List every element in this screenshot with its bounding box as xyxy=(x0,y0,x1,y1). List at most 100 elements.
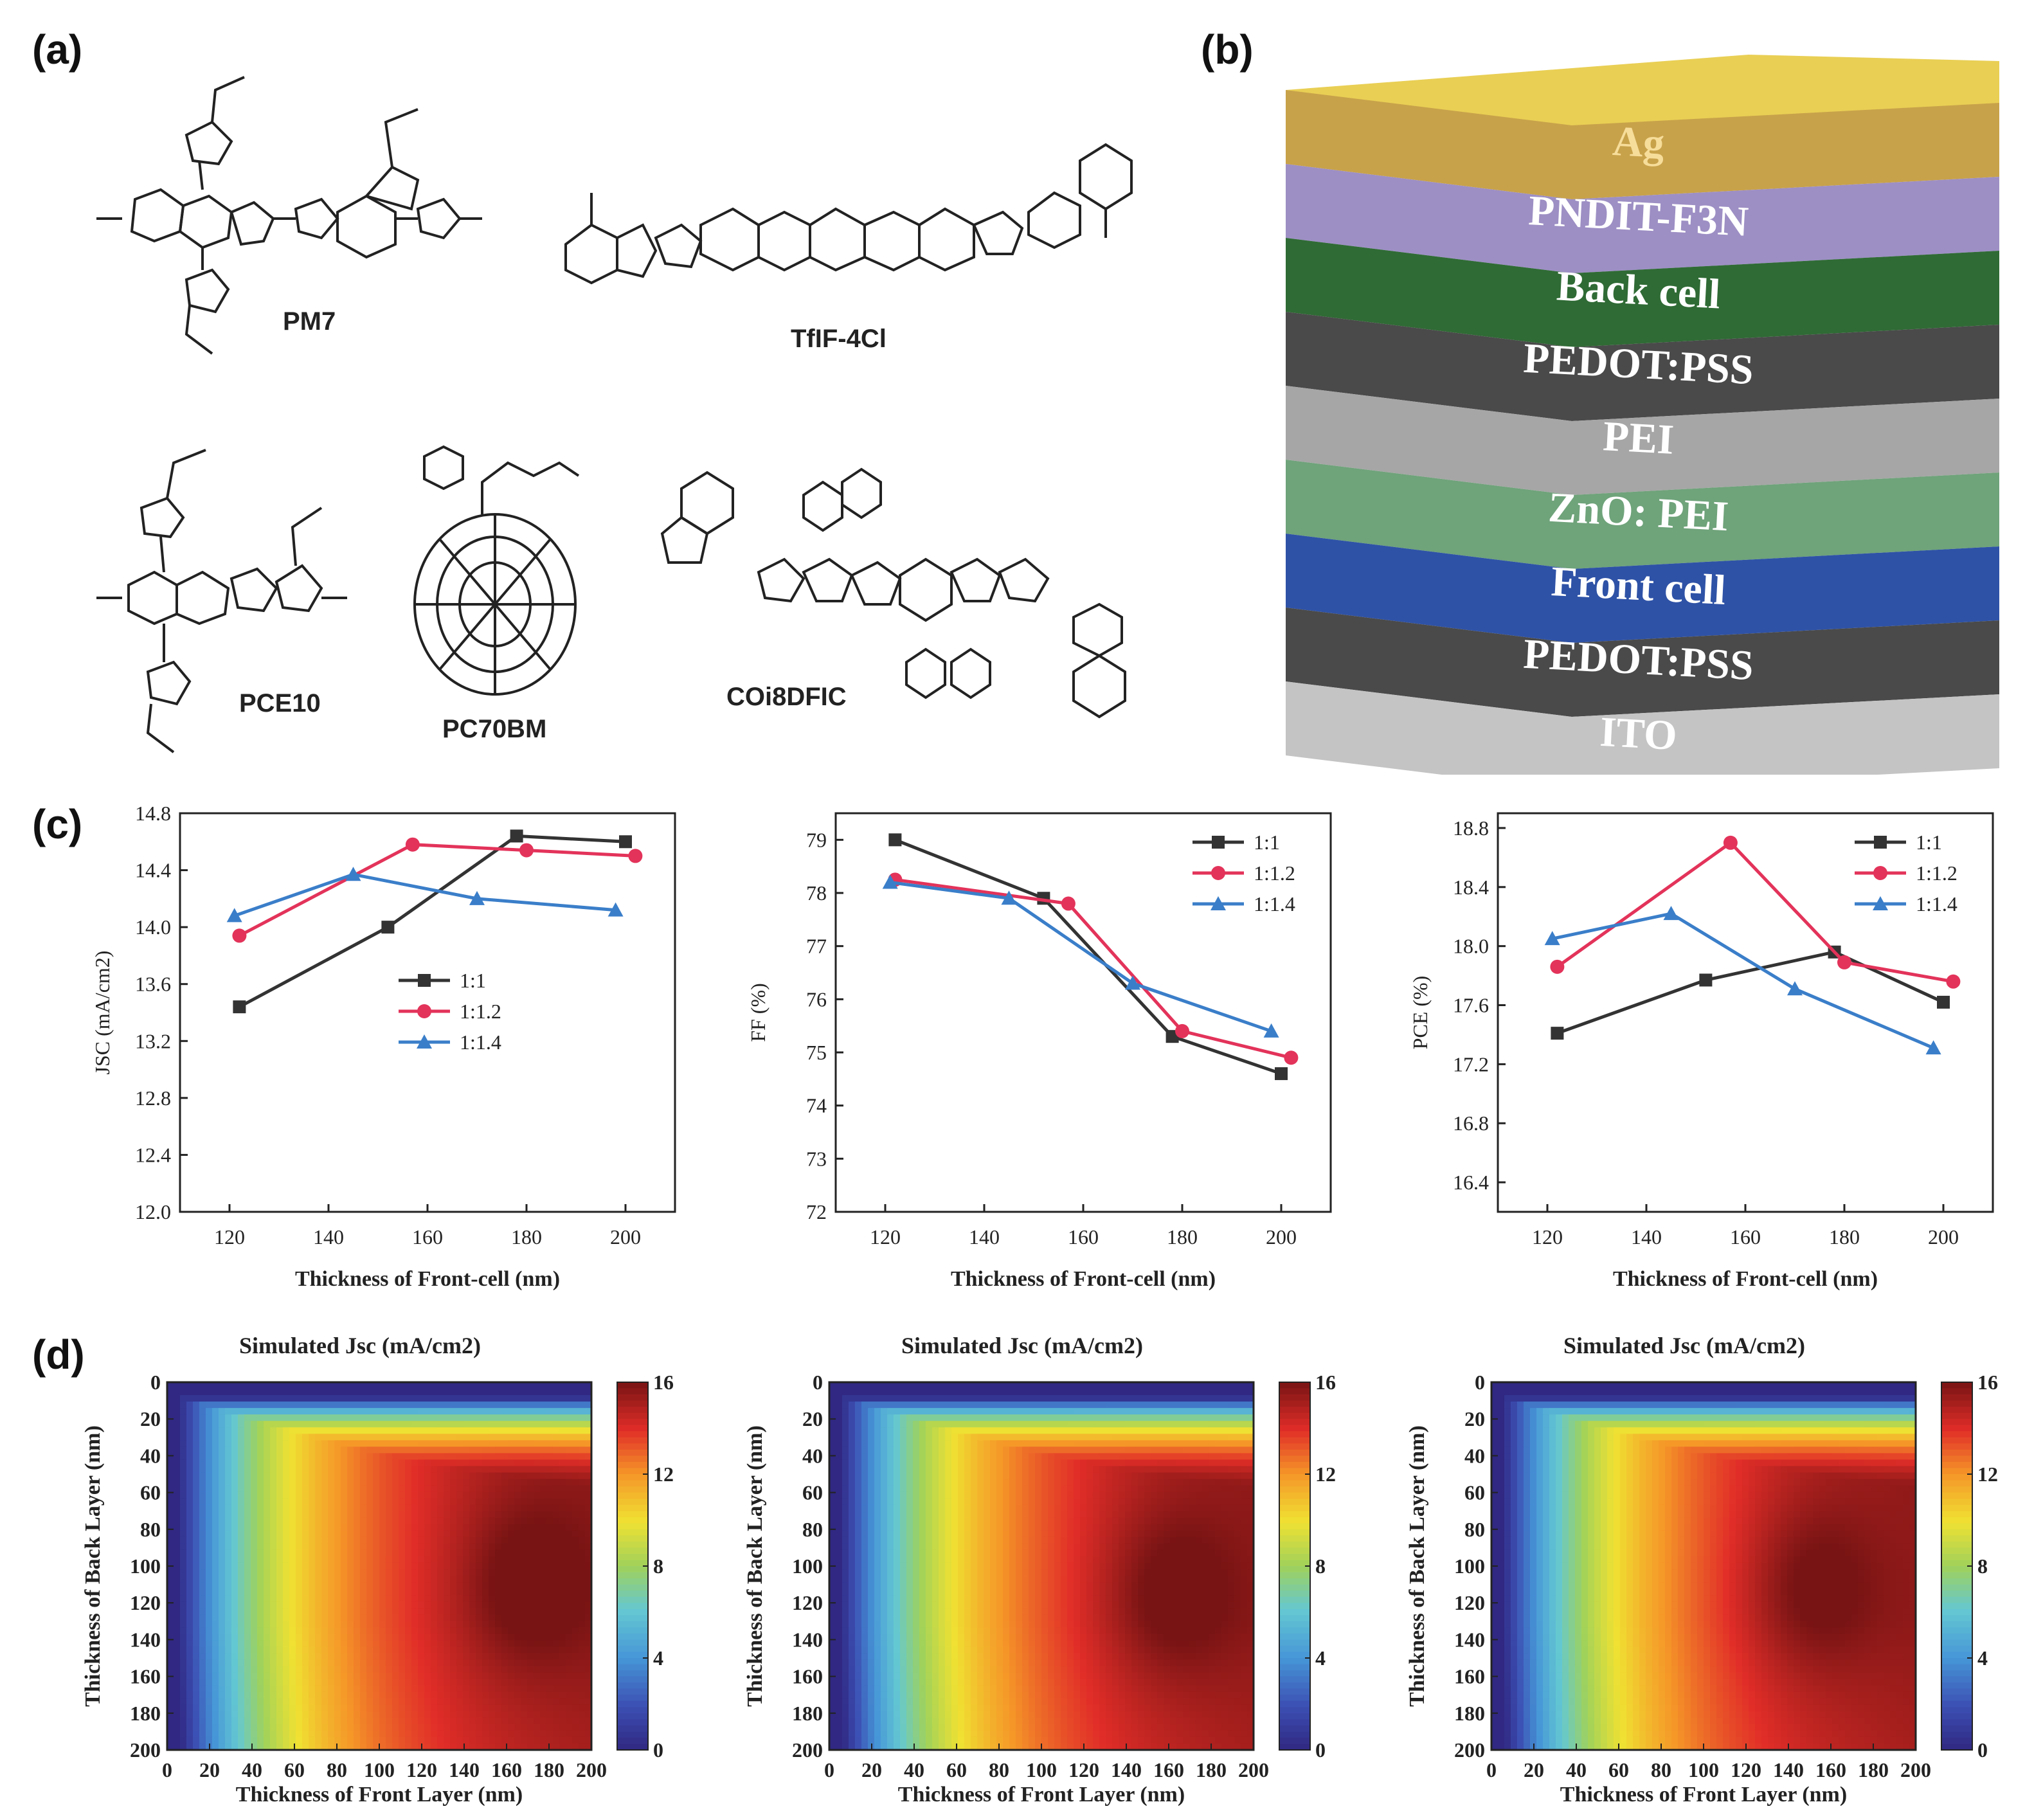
heatmap-cell xyxy=(174,1627,181,1634)
heatmap-cell xyxy=(489,1614,496,1621)
heatmap-cell xyxy=(257,1479,264,1486)
heatmap-cell xyxy=(174,1511,181,1518)
heatmap-cell xyxy=(861,1389,869,1396)
heatmap-cell xyxy=(456,1569,464,1576)
heatmap-cell xyxy=(585,1627,592,1634)
x-tick-label: 140 xyxy=(313,1225,344,1248)
heatmap-cell xyxy=(199,1730,206,1738)
heatmap-cell xyxy=(270,1698,277,1706)
heatmap-cell xyxy=(276,1666,284,1673)
heatmap-cell xyxy=(894,1653,901,1661)
heatmap-cell xyxy=(450,1589,457,1596)
heatmap-cell xyxy=(501,1498,509,1506)
heatmap-cell xyxy=(881,1511,888,1518)
heatmap-cell xyxy=(373,1453,380,1461)
heatmap-cell xyxy=(341,1427,348,1434)
heatmap-cell xyxy=(257,1582,264,1589)
heatmap-cell xyxy=(386,1491,393,1499)
heatmap-cell xyxy=(418,1595,425,1602)
heatmap-cell xyxy=(444,1530,451,1538)
heatmap-cell xyxy=(842,1517,849,1525)
heatmap-cell xyxy=(868,1634,875,1641)
heatmap-cell xyxy=(900,1491,907,1499)
heatmap-cell xyxy=(546,1672,554,1680)
heatmap-cell xyxy=(913,1717,920,1725)
heatmap-cell xyxy=(849,1485,856,1493)
heatmap-cell xyxy=(315,1640,322,1648)
heatmap-cell xyxy=(437,1466,444,1473)
heatmap-cell xyxy=(347,1421,354,1428)
heatmap-cell xyxy=(868,1466,875,1473)
heatmap-cell xyxy=(527,1595,534,1602)
heatmap-cell xyxy=(328,1453,335,1461)
heatmap-cell xyxy=(418,1576,425,1583)
heatmap-cell xyxy=(489,1634,496,1641)
heatmap-cell xyxy=(238,1466,245,1473)
heatmap-cell xyxy=(527,1408,534,1415)
heatmap-cell xyxy=(450,1517,457,1525)
heatmap-cell xyxy=(508,1389,515,1396)
heatmap-cell xyxy=(572,1421,579,1428)
heatmap-cell xyxy=(366,1395,374,1402)
heatmap-cell xyxy=(887,1543,894,1551)
heatmap-cell xyxy=(572,1743,579,1751)
heatmap-cell xyxy=(225,1524,232,1531)
heatmap-cell xyxy=(219,1659,226,1667)
heatmap-cell xyxy=(585,1582,592,1589)
heatmap-cell xyxy=(424,1434,431,1441)
heatmap-cell xyxy=(212,1459,219,1467)
heatmap-cell xyxy=(283,1389,290,1396)
heatmap-cell xyxy=(836,1485,843,1493)
heatmap-cell xyxy=(585,1421,592,1428)
colorbar-step xyxy=(617,1474,648,1481)
heatmap-cell xyxy=(836,1498,843,1506)
heatmap-cell xyxy=(456,1698,464,1706)
heatmap-cell xyxy=(315,1491,322,1499)
heatmap-cell xyxy=(431,1614,438,1621)
heatmap-cell xyxy=(424,1601,431,1608)
heatmap-cell xyxy=(508,1601,515,1608)
heatmap-cell xyxy=(842,1440,849,1447)
heatmap-cell xyxy=(257,1698,264,1706)
heatmap-cell xyxy=(855,1427,862,1434)
heatmap-cell xyxy=(399,1395,406,1402)
heatmap-cell xyxy=(919,1653,926,1661)
heatmap-cell xyxy=(219,1634,226,1641)
heatmap-cell xyxy=(540,1582,547,1589)
heatmap-cell xyxy=(431,1408,438,1415)
heatmap-cell xyxy=(527,1517,534,1525)
heatmap-cell xyxy=(540,1408,547,1415)
heatmap-cell xyxy=(456,1485,464,1493)
heatmap-cell xyxy=(405,1569,412,1576)
heatmap-cell xyxy=(906,1440,914,1447)
heatmap-cell xyxy=(257,1601,264,1608)
heatmap-cell xyxy=(360,1491,367,1499)
heatmap-cell xyxy=(379,1427,386,1434)
heatmap-cell xyxy=(334,1589,341,1596)
heatmap-cell xyxy=(469,1408,476,1415)
heatmap-cell xyxy=(489,1466,496,1473)
heatmap-cell xyxy=(244,1382,251,1389)
heatmap-cell xyxy=(566,1653,573,1661)
heatmap-cell xyxy=(585,1543,592,1551)
heatmap-cell xyxy=(276,1717,284,1725)
heatmap-cell xyxy=(225,1691,232,1699)
heatmap-cell xyxy=(482,1408,489,1415)
heatmap-cell xyxy=(521,1491,528,1499)
heatmap-cell xyxy=(424,1504,431,1512)
heatmap-cell xyxy=(264,1498,271,1506)
heatmap-cell xyxy=(894,1517,901,1525)
heatmap-cell xyxy=(238,1576,245,1583)
heatmap-cell xyxy=(347,1743,354,1751)
heatmap-cell xyxy=(264,1485,271,1493)
heatmap-cell xyxy=(861,1382,869,1389)
heatmap-cell xyxy=(199,1414,206,1421)
heatmap-cell xyxy=(174,1543,181,1551)
heatmap-cell xyxy=(521,1608,528,1615)
heatmap-cell xyxy=(309,1634,316,1641)
heatmap-cell xyxy=(849,1491,856,1499)
heatmap-cell xyxy=(251,1679,258,1686)
heatmap-cell xyxy=(913,1511,920,1518)
heatmap-cell xyxy=(855,1724,862,1731)
heatmap-cell xyxy=(585,1479,592,1486)
